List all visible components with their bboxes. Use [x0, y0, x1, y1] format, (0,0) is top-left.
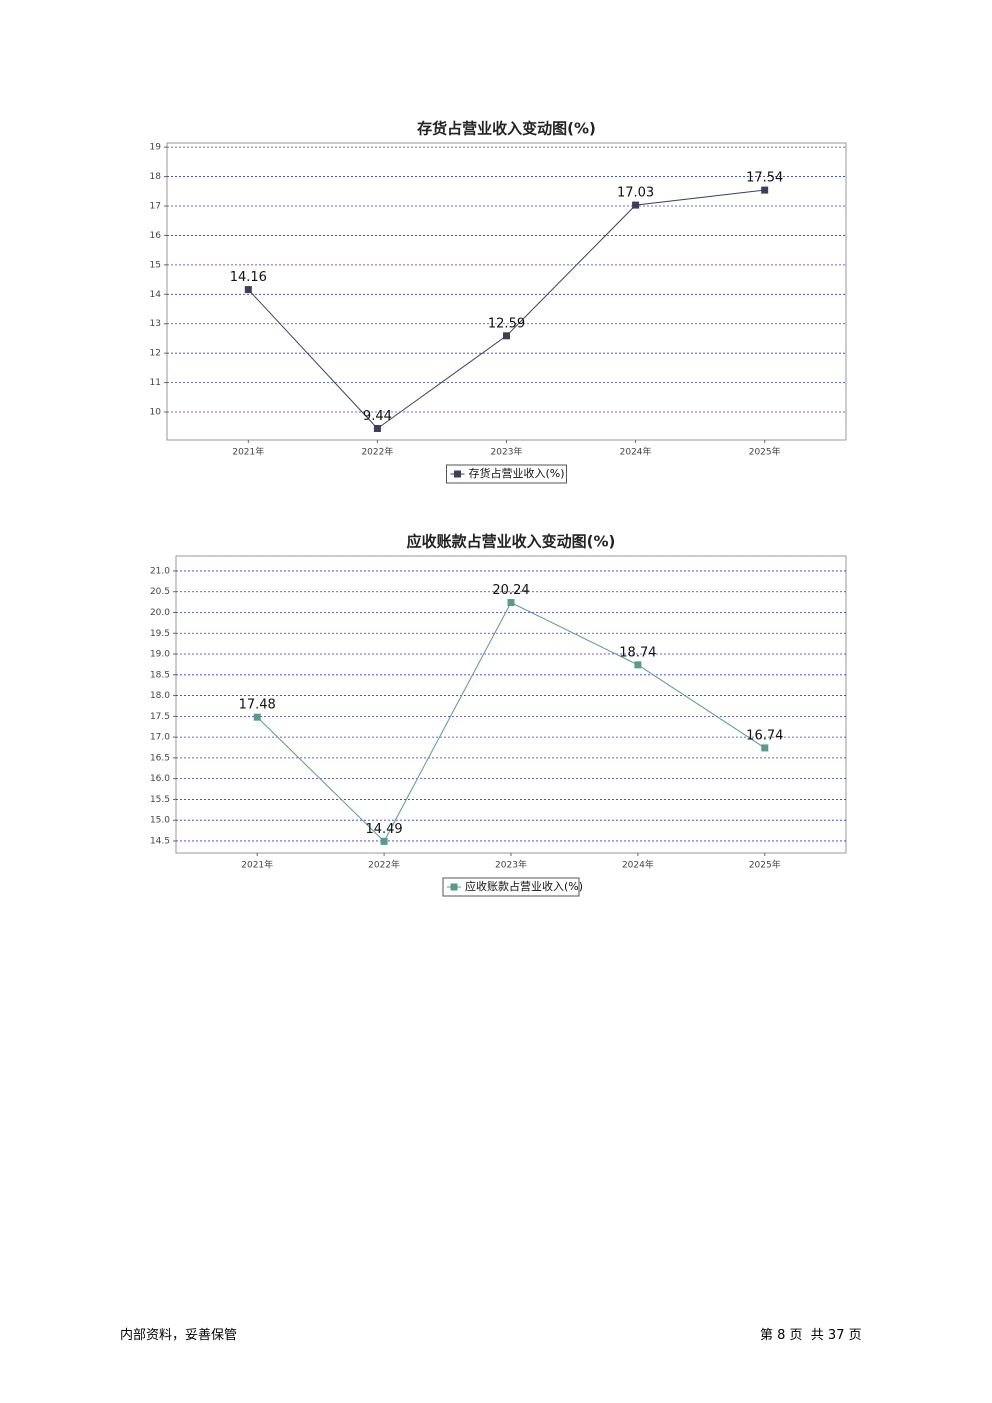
legend-marker	[454, 470, 461, 478]
point-marker	[503, 332, 510, 340]
value-label: 17.54	[746, 171, 783, 186]
y-tick-label: 17	[150, 201, 161, 211]
value-label: 14.16	[230, 270, 267, 285]
point-marker	[380, 837, 388, 845]
y-tick-label: 16	[150, 231, 162, 241]
y-tick-label: 19.0	[150, 650, 170, 660]
y-tick-label: 13	[150, 319, 161, 329]
point-marker	[253, 713, 261, 721]
point-marker	[632, 201, 640, 209]
y-tick-label: 15.5	[150, 795, 170, 805]
point-marker	[373, 425, 381, 433]
footer-note: 内部资料，妥善保管	[120, 1328, 238, 1343]
x-tick-label: 2022年	[368, 859, 400, 871]
y-tick-label: 17.5	[150, 712, 170, 722]
value-label: 12.59	[488, 316, 525, 331]
value-label: 20.24	[492, 583, 529, 598]
y-tick-label: 18	[150, 172, 162, 182]
y-tick-label: 20.5	[150, 587, 170, 597]
x-tick-label: 2024年	[620, 446, 652, 458]
x-tick-label: 2021年	[232, 446, 264, 458]
value-label: 18.74	[619, 645, 656, 660]
x-tick-label: 2021年	[241, 859, 273, 871]
y-tick-label: 15	[150, 260, 161, 270]
legend-box	[446, 464, 567, 484]
y-tick-label: 21.0	[150, 566, 170, 576]
chart-title: 应收账款占营业收入变动图(%)	[407, 533, 616, 551]
y-tick-label: 20.0	[150, 608, 170, 618]
legend-label: 存货占营业收入(%)	[469, 466, 565, 480]
y-tick-label: 14	[150, 290, 162, 300]
point-marker	[507, 599, 515, 607]
x-tick-label: 2025年	[749, 859, 781, 871]
legend-box	[442, 877, 580, 897]
y-tick-label: 17.0	[150, 733, 170, 743]
point-marker	[761, 186, 769, 194]
x-tick-label: 2023年	[495, 859, 527, 871]
value-label: 17.48	[239, 698, 276, 713]
point-marker	[761, 744, 769, 752]
value-label: 9.44	[363, 409, 392, 424]
y-tick-label: 10	[150, 408, 162, 418]
y-tick-label: 11	[150, 378, 161, 388]
page-number: 第 8 页 共 37 页	[760, 1328, 862, 1343]
y-tick-label: 16.5	[150, 753, 170, 763]
chart-title: 存货占营业收入变动图(%)	[417, 120, 596, 138]
y-tick-label: 16.0	[150, 774, 170, 784]
y-tick-label: 19.5	[150, 629, 170, 639]
plot-area	[166, 142, 847, 441]
legend-label: 应收账款占营业收入(%)	[465, 879, 583, 893]
x-tick-label: 2022年	[361, 446, 393, 458]
point-marker	[634, 661, 642, 669]
value-label: 16.74	[746, 728, 783, 743]
x-tick-label: 2024年	[622, 859, 654, 871]
value-label: 17.03	[617, 186, 654, 201]
legend-marker	[450, 883, 458, 891]
x-tick-label: 2023年	[491, 446, 523, 458]
x-tick-label: 2025年	[749, 446, 781, 458]
point-marker	[244, 286, 252, 294]
y-tick-label: 15.0	[150, 816, 170, 826]
y-tick-label: 18.5	[150, 670, 170, 680]
y-tick-label: 18.0	[150, 691, 170, 701]
y-tick-label: 12	[150, 349, 161, 359]
y-tick-label: 14.5	[150, 836, 170, 846]
value-label: 14.49	[365, 822, 402, 837]
y-tick-label: 19	[150, 143, 162, 153]
